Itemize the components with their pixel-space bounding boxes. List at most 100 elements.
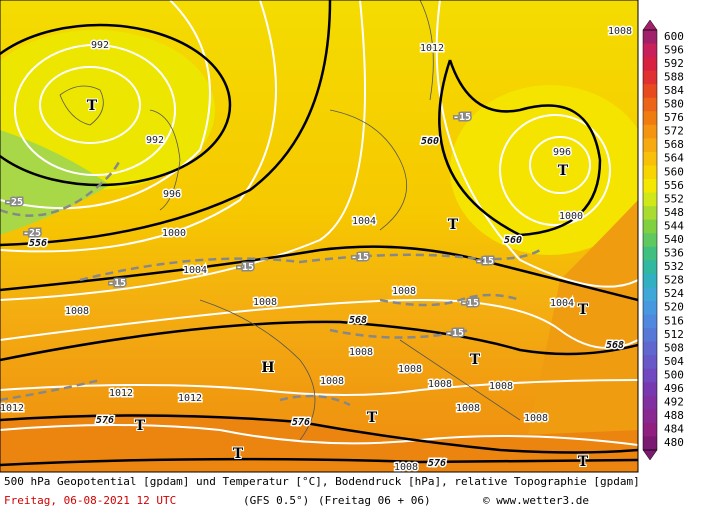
map-label: 576 — [428, 458, 446, 469]
map-label: 992 — [91, 40, 109, 51]
colorbar-label: 572 — [664, 125, 684, 138]
colorbar-swatch — [643, 260, 657, 275]
map-label: 576 — [96, 415, 114, 426]
map-label: 560 — [504, 235, 522, 246]
map-label: 1008 — [489, 381, 513, 392]
map-label: 1000 — [162, 228, 186, 239]
colorbar-frame — [642, 29, 658, 451]
colorbar-label: 496 — [664, 382, 684, 395]
colorbar-swatch — [643, 233, 657, 248]
colorbar-label: 576 — [664, 111, 684, 124]
map-label: 1008 — [349, 347, 373, 358]
colorbar-swatch — [643, 422, 657, 437]
colorbar-swatch — [643, 179, 657, 194]
map-label: -15 — [108, 278, 126, 289]
footer-title: 500 hPa Geopotential [gpdam] und Tempera… — [4, 475, 640, 488]
colorbar-label: 484 — [664, 423, 684, 436]
colorbar-label: 524 — [664, 287, 684, 300]
colorbar-label: 592 — [664, 57, 684, 70]
colorbar-label: 600 — [664, 30, 684, 43]
map-label: -15 — [476, 256, 494, 267]
map-label: 1008 — [253, 297, 277, 308]
colorbar-label: 580 — [664, 98, 684, 111]
colorbar-swatch — [643, 368, 657, 383]
colorbar-label: 532 — [664, 260, 684, 273]
map-label: 1008 — [524, 413, 548, 424]
colorbar-label: 520 — [664, 301, 684, 314]
map: 992 T 992 996 1000 1004 1008 1008 1012 1… — [0, 0, 638, 473]
map-label: 576 — [292, 417, 310, 428]
colorbar-label: 536 — [664, 247, 684, 260]
colorbar-label: 564 — [664, 152, 684, 165]
map-label: 992 — [146, 135, 164, 146]
colorbar-label: 584 — [664, 84, 684, 97]
map-label: -25 — [5, 197, 23, 208]
colorbar-swatch — [643, 246, 657, 261]
map-frame — [0, 0, 639, 473]
map-label: 996 — [553, 147, 571, 158]
map-label: 1000 — [559, 211, 583, 222]
colorbar-label: 500 — [664, 368, 684, 381]
footer-date: Freitag, 06-08-2021 12 UTC — [4, 494, 176, 507]
footer-run: (Freitag 06 + 06) — [318, 494, 431, 507]
colorbar-swatch — [643, 273, 657, 288]
map-label: -25 — [23, 228, 41, 239]
colorbar-swatch — [643, 165, 657, 180]
colorbar-swatch — [643, 30, 657, 45]
colorbar-label: 544 — [664, 219, 684, 232]
map-label: T — [367, 410, 378, 426]
map-label: T — [233, 446, 244, 462]
colorbar-swatch — [643, 57, 657, 72]
map-label: -15 — [446, 328, 464, 339]
colorbar-swatch — [643, 436, 657, 451]
map-label: 1008 — [320, 376, 344, 387]
map-label: 1004 — [183, 265, 207, 276]
colorbar-label: 508 — [664, 341, 684, 354]
map-label: 1008 — [428, 379, 452, 390]
map-label: 568 — [606, 340, 624, 351]
colorbar-label: 480 — [664, 436, 684, 449]
colorbar-swatch — [643, 382, 657, 397]
map-label: T — [470, 352, 481, 368]
map-label: T — [87, 98, 98, 114]
colorbar-swatch — [643, 138, 657, 153]
map-label: -15 — [351, 252, 369, 263]
map-label: -15 — [461, 298, 479, 309]
colorbar-label: 512 — [664, 328, 684, 341]
colorbar-swatch — [643, 97, 657, 112]
colorbar-swatch — [643, 219, 657, 234]
colorbar-label: 504 — [664, 355, 684, 368]
colorbar-label: 556 — [664, 179, 684, 192]
footer-model: (GFS 0.5°) — [243, 494, 309, 507]
map-label: 1008 — [394, 462, 418, 473]
colorbar-label: 568 — [664, 138, 684, 151]
colorbar-swatch — [643, 328, 657, 343]
colorbar-label: 528 — [664, 274, 684, 287]
colorbar-label: 552 — [664, 192, 684, 205]
colorbar-swatch — [643, 355, 657, 370]
map-label: 1012 — [109, 388, 133, 399]
map-label: 1008 — [392, 286, 416, 297]
map-label: 1012 — [178, 393, 202, 404]
map-label: -15 — [453, 112, 471, 123]
map-label: T — [135, 418, 146, 434]
colorbar-swatch — [643, 70, 657, 85]
colorbar-swatch — [643, 192, 657, 207]
map-label: 556 — [29, 238, 47, 249]
colorbar-label: 596 — [664, 43, 684, 56]
colorbar: 6005965925885845805765725685645605565525… — [642, 19, 684, 461]
colorbar-cap-bottom — [642, 449, 658, 461]
colorbar-swatch — [643, 124, 657, 139]
map-label: 1008 — [456, 403, 480, 414]
colorbar-swatch — [643, 395, 657, 410]
colorbar-swatch — [643, 151, 657, 166]
colorbar-label: 516 — [664, 314, 684, 327]
colorbar-label: 492 — [664, 396, 684, 409]
colorbar-swatch — [643, 206, 657, 221]
colorbar-swatch — [643, 409, 657, 424]
colorbar-swatch — [643, 84, 657, 99]
map-label: T — [558, 163, 569, 179]
footer-credit: © www.wetter3.de — [483, 494, 589, 507]
map-label: 568 — [349, 315, 367, 326]
